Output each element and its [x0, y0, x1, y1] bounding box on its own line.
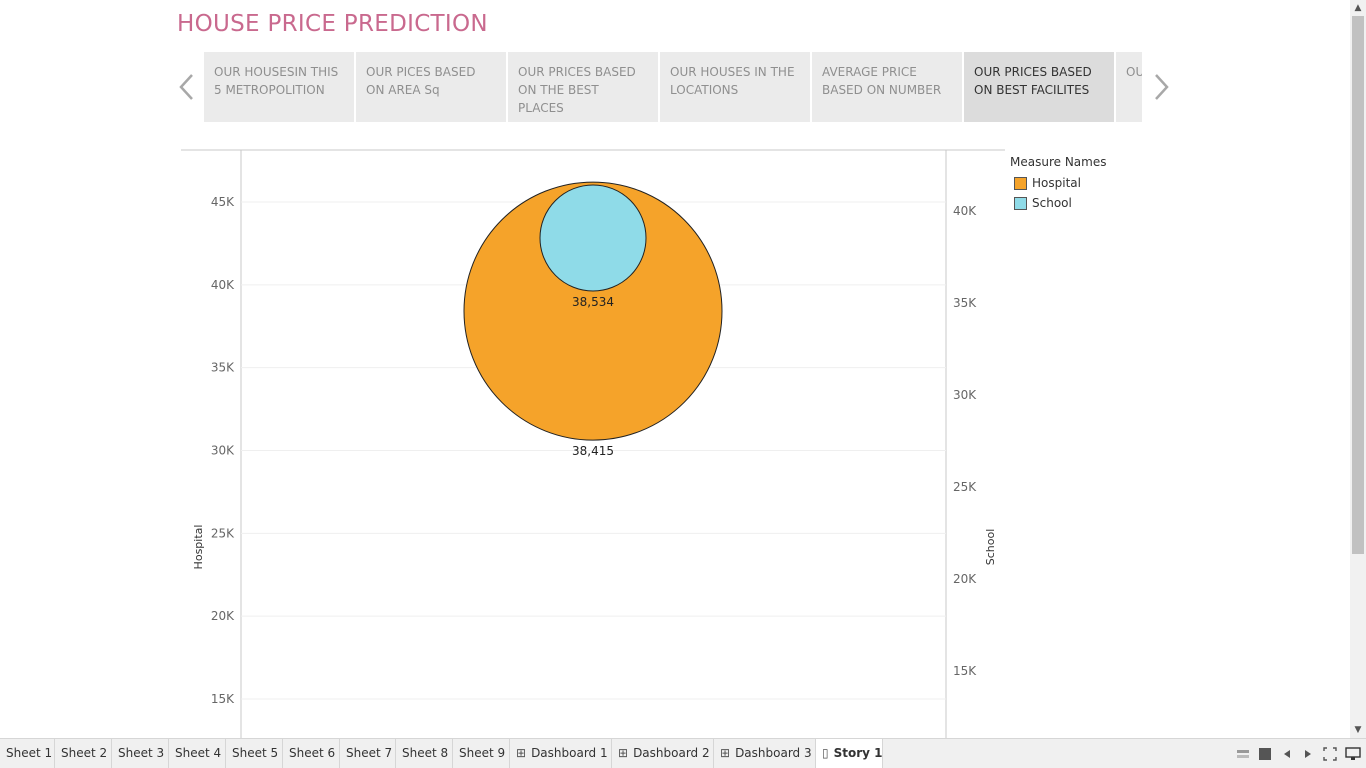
tab-dashboard-3[interactable]: ⊞ Dashboard 3: [714, 739, 816, 768]
sheet-tab-bar: Sheet 1 Sheet 2 Sheet 3 Sheet 4 Sheet 5 Sheet…: [0, 738, 1366, 768]
right-tick-label: 35K: [953, 296, 977, 310]
dashboard-icon: ⊞: [618, 746, 629, 760]
chevron-right-icon: [1155, 74, 1169, 100]
right-tick-label: 30K: [953, 388, 977, 402]
scroll-down-arrow-icon[interactable]: ▼: [1354, 725, 1362, 735]
story-navigator: OUR HOUSESIN THIS 5 METROPOLITION OUR PIC…: [204, 52, 1142, 122]
tab-sheet-1[interactable]: Sheet 1: [0, 739, 55, 768]
right-axis-title: School: [984, 529, 997, 566]
tab-label: Sheet 7: [346, 746, 393, 760]
story-point-4[interactable]: OUR HOUSES IN THE LOCATIONS: [660, 52, 810, 122]
left-tick-label: 20K: [211, 609, 235, 623]
story-icon: ▯: [822, 746, 829, 760]
legend-swatch-school: [1014, 196, 1027, 210]
chevron-left-icon: [179, 74, 193, 100]
right-tick-label: 25K: [953, 480, 977, 494]
right-tick-label: 40K: [953, 204, 977, 218]
story-point-1[interactable]: OUR HOUSESIN THIS 5 METROPOLITION: [204, 52, 354, 122]
legend-item-school[interactable]: School: [1010, 193, 1106, 213]
left-tick-label: 25K: [211, 526, 235, 540]
story-point-7[interactable]: OU BSI: [1116, 52, 1142, 122]
dashboard-icon: ⊞: [516, 746, 527, 760]
tab-label: Sheet 1: [6, 746, 53, 760]
legend-title: Measure Names: [1010, 155, 1107, 169]
presentation-mode-icon[interactable]: [1323, 747, 1337, 761]
show-tabs-icon[interactable]: [1258, 747, 1272, 761]
tab-sheet-9[interactable]: Sheet 9: [453, 739, 510, 768]
tab-dashboard-1[interactable]: ⊞ Dashboard 1: [510, 739, 612, 768]
story-title: HOUSE PRICE PREDICTION: [177, 11, 488, 37]
scroll-up-arrow-icon[interactable]: ▲: [1354, 3, 1362, 13]
school-data-label: 38,534: [572, 295, 614, 309]
tab-sheet-8[interactable]: Sheet 8: [396, 739, 453, 768]
left-tick-label: 35K: [211, 361, 235, 375]
left-tick-label: 45K: [211, 195, 235, 209]
next-sheet-icon[interactable]: [1302, 747, 1314, 761]
tab-label: Sheet 9: [459, 746, 506, 760]
right-tick-label: 20K: [953, 572, 977, 586]
tab-label: Dashboard 1: [531, 746, 608, 760]
story-point-3[interactable]: OUR PRICES BASED ON THE BEST PLACES: [508, 52, 658, 122]
scroll-thumb[interactable]: [1352, 16, 1364, 554]
right-tick-label: 15K: [953, 664, 977, 678]
chart-area: 45K 40K 35K 30K 25K 20K 15K 40K 35K 30K 25K 20K 15K H…: [181, 149, 1005, 738]
tab-label: Sheet 6: [289, 746, 336, 760]
tab-sheet-6[interactable]: Sheet 6: [283, 739, 340, 768]
vertical-scrollbar[interactable]: ▲ ▼: [1350, 0, 1366, 738]
story-viewport: HOUSE PRICE PREDICTION OUR HOUSESIN THIS…: [176, 11, 1172, 738]
dashboard-icon: ⊞: [720, 746, 731, 760]
tab-label: Sheet 2: [61, 746, 108, 760]
legend-item-hospital[interactable]: Hospital: [1010, 173, 1106, 193]
story-point-2[interactable]: OUR PICES BASED ON AREA Sq: [356, 52, 506, 122]
next-story-point-button[interactable]: [1150, 70, 1172, 104]
story-point-6[interactable]: OUR PRICES BASED ON BEST FACILITES: [964, 52, 1114, 122]
left-tick-label: 15K: [211, 692, 235, 706]
previous-sheet-icon[interactable]: [1281, 747, 1293, 761]
left-axis-title: Hospital: [192, 525, 205, 570]
tab-label: Dashboard 2: [633, 746, 710, 760]
hospital-bubble: [463, 181, 723, 441]
school-bubble: [539, 184, 647, 292]
previous-story-point-button[interactable]: [176, 70, 198, 104]
story-point-5[interactable]: AVERAGE PRICE BASED ON NUMBER: [812, 52, 962, 122]
tab-sheet-3[interactable]: Sheet 3: [112, 739, 169, 768]
tab-label: Dashboard 3: [735, 746, 812, 760]
tab-label: Sheet 3: [118, 746, 165, 760]
tab-sheet-4[interactable]: Sheet 4: [169, 739, 226, 768]
tab-label: Sheet 4: [175, 746, 222, 760]
legend-swatch-hospital: [1014, 176, 1027, 190]
tab-sheet-2[interactable]: Sheet 2: [55, 739, 112, 768]
tab-label: Sheet 5: [232, 746, 279, 760]
hospital-data-label: 38,415: [572, 444, 614, 458]
legend: Measure Names Hospital School: [1010, 155, 1106, 213]
bubble-chart: 45K 40K 35K 30K 25K 20K 15K 40K 35K 30K 25K 20K 15K H…: [181, 149, 1005, 738]
left-tick-label: 40K: [211, 278, 235, 292]
tab-label: Sheet 8: [402, 746, 449, 760]
tab-sheet-5[interactable]: Sheet 5: [226, 739, 283, 768]
left-tick-label: 30K: [211, 444, 235, 458]
device-preview-icon[interactable]: [1345, 747, 1361, 761]
legend-label: School: [1032, 196, 1072, 210]
tab-sheet-7[interactable]: Sheet 7: [340, 739, 396, 768]
tab-label: Story 1: [833, 746, 883, 760]
tab-story-1[interactable]: ▯ Story 1: [816, 739, 883, 768]
tab-dashboard-2[interactable]: ⊞ Dashboard 2: [612, 739, 714, 768]
legend-label: Hospital: [1032, 176, 1081, 190]
show-filmstrip-icon[interactable]: [1236, 747, 1250, 761]
